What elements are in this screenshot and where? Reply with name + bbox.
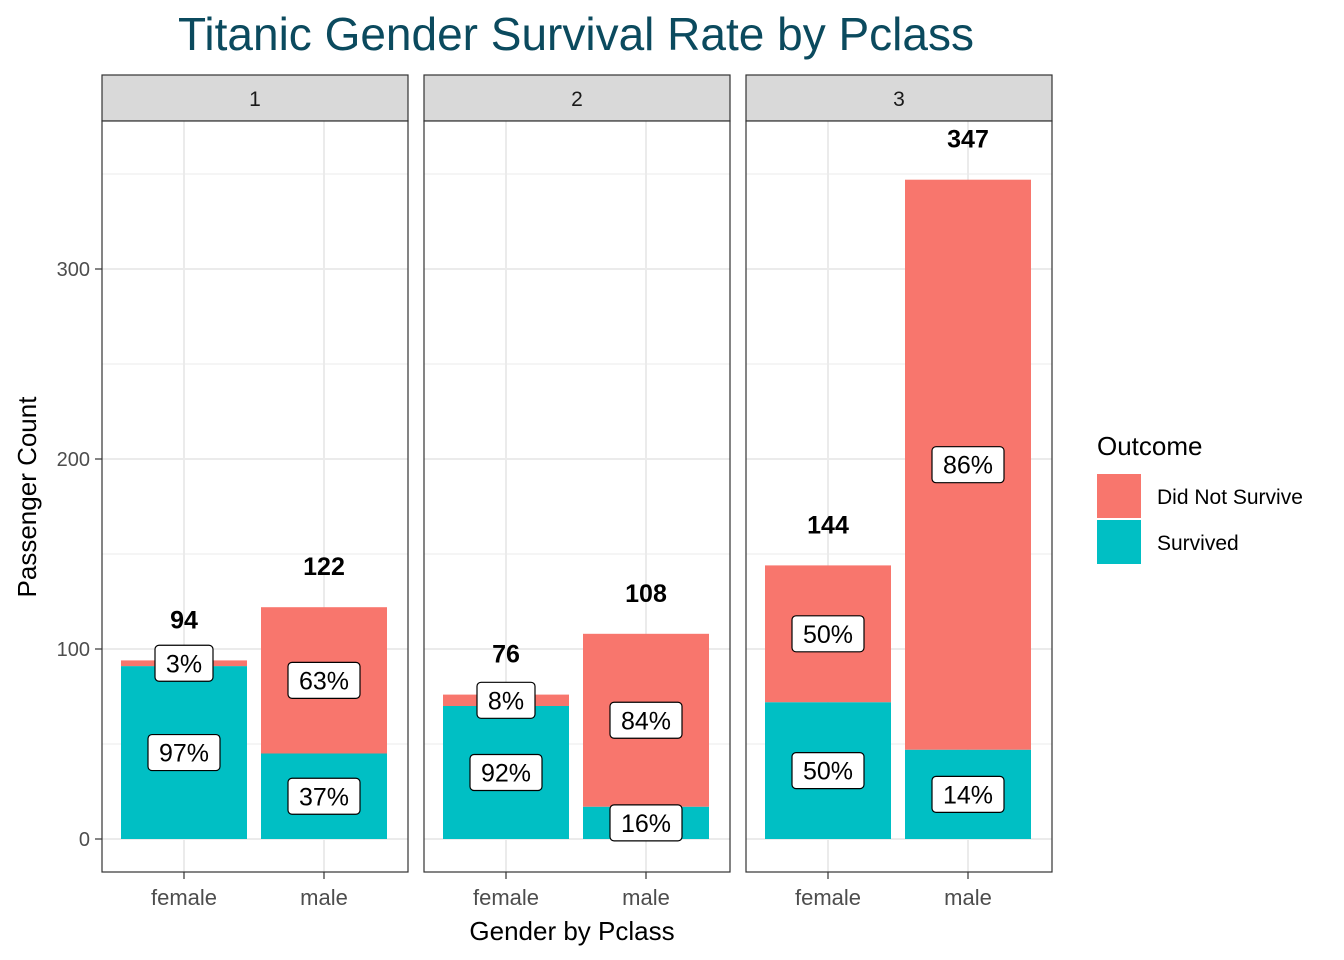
- percent-label-box: [287, 777, 361, 815]
- percent-label-did-not-survive: 3%: [154, 644, 214, 682]
- x-tick-label: male: [944, 885, 992, 910]
- percent-label-text: 50%: [803, 758, 853, 786]
- percent-label-survived: 16%: [609, 804, 683, 842]
- percent-label-text: 37%: [299, 783, 349, 811]
- total-label: 108: [625, 580, 667, 608]
- percent-label-text: 97%: [159, 740, 209, 768]
- x-tick-label: female: [795, 885, 861, 910]
- facet-strip-label: 3: [893, 88, 905, 111]
- total-label: 347: [947, 126, 989, 154]
- x-axis-title: Gender by Pclass: [469, 916, 674, 946]
- percent-label-survived: 92%: [469, 753, 543, 792]
- percent-label-box: [154, 644, 214, 682]
- y-axis-title: Passenger Count: [12, 396, 42, 598]
- total-label: 94: [170, 606, 198, 634]
- percent-label-box: [931, 775, 1005, 813]
- percent-label-survived: 50%: [791, 751, 865, 790]
- x-tick-label: male: [300, 885, 348, 910]
- facet-strip-label: 1: [249, 88, 261, 111]
- facet-strip-label: 2: [571, 88, 583, 111]
- facet-strip: [101, 74, 409, 122]
- y-tick-label: 200: [57, 449, 90, 471]
- percent-label-did-not-survive: 8%: [476, 681, 536, 719]
- percent-label-text: 3%: [166, 650, 202, 678]
- facet-strip: [745, 74, 1053, 122]
- legend-title: Outcome: [1097, 431, 1203, 461]
- legend-item-survived: Survived: [1097, 520, 1239, 564]
- percent-label-box: [476, 681, 536, 719]
- percent-label-text: 63%: [299, 667, 349, 695]
- total-label: 76: [492, 641, 520, 669]
- percent-label-text: 50%: [803, 621, 853, 649]
- percent-label-box: [931, 446, 1005, 484]
- percent-label-text: 92%: [481, 760, 531, 788]
- panel-border: [423, 120, 731, 873]
- percent-label-survived: 97%: [147, 733, 221, 772]
- percent-label-did-not-survive: 50%: [791, 615, 865, 653]
- y-tick-label: 300: [57, 259, 90, 281]
- panel-border: [745, 120, 1053, 873]
- percent-label-box: [791, 751, 865, 790]
- y-tick-label: 100: [57, 639, 90, 661]
- legend-swatch: [1097, 520, 1141, 564]
- percent-label-box: [147, 733, 221, 772]
- percent-label-text: 8%: [488, 687, 524, 715]
- x-tick-label: female: [151, 885, 217, 910]
- percent-label-text: 84%: [621, 707, 671, 735]
- panel-border: [101, 120, 409, 873]
- legend-items: Did Not Survive Survived: [1097, 474, 1303, 564]
- chart-title: Titanic Gender Survival Rate by Pclass: [178, 8, 974, 60]
- y-axis: 0 100 200 300: [57, 259, 102, 851]
- percent-label-box: [287, 661, 361, 699]
- percent-label-box: [609, 701, 683, 739]
- legend-label: Did Not Survive: [1157, 486, 1303, 509]
- total-label: 122: [303, 553, 345, 581]
- legend-item-did_not_survive: Did Not Survive: [1097, 474, 1303, 518]
- percent-label-text: 16%: [621, 810, 671, 838]
- percent-label-survived: 37%: [287, 777, 361, 815]
- percent-label-text: 86%: [943, 452, 993, 480]
- facet-strip: [423, 74, 731, 122]
- x-tick-label: female: [473, 885, 539, 910]
- legend: Outcome Did Not Survive Survived: [1097, 431, 1303, 564]
- percent-label-text: 14%: [943, 781, 993, 809]
- total-label: 144: [807, 511, 849, 539]
- percent-label-box: [609, 804, 683, 842]
- facet-panel-1: 1 94 97% 3% female 122 37% 63% male: [101, 74, 409, 910]
- percent-label-box: [791, 615, 865, 653]
- facet-panel-2: 2 76 92% 8% female 108 16% 84% male: [423, 74, 731, 910]
- x-tick-label: male: [622, 885, 670, 910]
- y-tick-label: 0: [79, 829, 90, 851]
- percent-label-did-not-survive: 86%: [931, 446, 1005, 484]
- legend-swatch: [1097, 474, 1141, 518]
- percent-label-did-not-survive: 63%: [287, 661, 361, 699]
- percent-label-survived: 14%: [931, 775, 1005, 813]
- facet-panels: 1 94 97% 3% female 122 37% 63% male 2 76 92% 8% femal…: [101, 74, 1053, 910]
- legend-label: Survived: [1157, 532, 1239, 555]
- facet-panel-3: 3 144 50% 50% female 347 14% 86% male: [745, 74, 1053, 910]
- percent-label-did-not-survive: 84%: [609, 701, 683, 739]
- percent-label-box: [469, 753, 543, 792]
